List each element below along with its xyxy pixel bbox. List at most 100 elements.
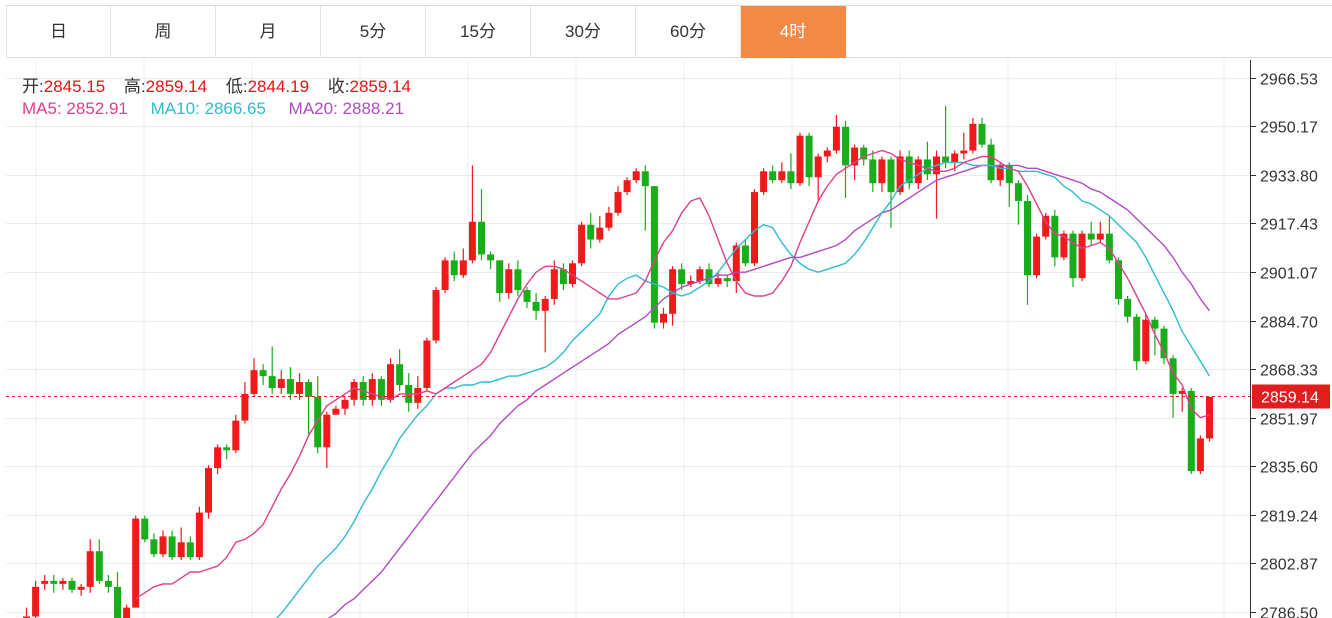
y-tick-label: 2966.53 [1260, 72, 1318, 89]
candle-down [1124, 298, 1132, 317]
candle-up [441, 260, 449, 291]
candle-up [951, 153, 959, 163]
tab-4hour[interactable]: 4时 [741, 6, 846, 58]
candle-down [377, 379, 385, 400]
candle-up [596, 227, 604, 240]
candle-down [104, 580, 112, 587]
last-price-label: 2859.14 [1261, 390, 1319, 407]
candle-up [32, 586, 40, 617]
candle-up [1033, 236, 1041, 276]
candle-up [195, 512, 203, 558]
candle-down [1051, 215, 1059, 258]
tab-30min[interactable]: 30分 [531, 6, 636, 58]
candle-up [550, 269, 558, 299]
candle-down [396, 364, 404, 386]
candle-up [687, 281, 695, 285]
candle-up [350, 382, 358, 400]
tab-month[interactable]: 月 [216, 6, 321, 58]
candle-down [314, 396, 322, 448]
candle-down [1169, 358, 1177, 394]
low-label: 低: [225, 77, 248, 96]
candle-up [760, 171, 768, 193]
candle-up [914, 159, 922, 184]
candle-down [842, 126, 849, 166]
candle-up [459, 260, 467, 276]
candle-down [186, 542, 194, 558]
high-label: 高: [123, 77, 146, 96]
tab-week[interactable]: 周 [111, 6, 216, 58]
candle-up [59, 580, 67, 584]
ohlc-readout: 开:2845.15 高:2859.14 低:2844.19 收:2859.14 [22, 72, 425, 97]
period-tabs: 日 周 月 5分 15分 30分 60分 4时 [6, 5, 1332, 58]
candle-up [578, 224, 586, 264]
candle-down [860, 147, 868, 160]
y-tick-label: 2851.97 [1260, 412, 1318, 429]
y-tick-label: 2802.87 [1260, 557, 1318, 574]
candle-up [368, 379, 376, 400]
candle-up [341, 399, 349, 409]
candle-down [305, 382, 313, 397]
candle-up [878, 159, 886, 184]
candle-down [95, 551, 103, 581]
candle-up [332, 408, 340, 415]
candle-down [141, 518, 149, 540]
tab-5min[interactable]: 5分 [321, 6, 426, 58]
candle-up [969, 123, 977, 151]
tab-60min[interactable]: 60分 [636, 6, 741, 58]
candle-up [423, 340, 431, 388]
candle-down [678, 269, 686, 285]
ma10-line [275, 161, 1211, 618]
candle-up [960, 150, 968, 154]
candle-down [1105, 233, 1113, 261]
candle-down [259, 370, 267, 377]
candle-down [532, 301, 540, 311]
candle-up [414, 387, 422, 403]
candle-down [223, 447, 231, 451]
low-value: 2844.19 [247, 77, 310, 96]
candle-up [660, 313, 667, 323]
ma10-value: 2866.65 [204, 99, 266, 118]
candle-down [496, 260, 504, 293]
high-value: 2859.14 [145, 77, 208, 96]
candle-up [468, 221, 476, 261]
candle-up [605, 212, 613, 228]
y-tick-label: 2868.33 [1260, 363, 1318, 380]
ma10-readout: MA10: 2866.65 [151, 99, 266, 118]
candle-down [641, 171, 649, 187]
ma20-value: 2888.21 [342, 99, 404, 118]
tab-day[interactable]: 日 [6, 6, 111, 58]
ma20-line [327, 164, 1211, 618]
candle-down [487, 254, 495, 261]
candle-up [996, 165, 1004, 181]
candle-up [823, 150, 831, 157]
candle-up [569, 263, 576, 285]
candle-up [41, 580, 49, 584]
candle-up [159, 536, 167, 555]
ma5-label: MA5: [22, 99, 62, 118]
candle-down [650, 186, 658, 323]
candle-down [1115, 260, 1122, 299]
candle-up [123, 607, 131, 618]
candle-down [741, 245, 749, 264]
candle-down [1069, 233, 1077, 279]
tab-15min[interactable]: 15分 [426, 6, 531, 58]
candle-down [905, 156, 913, 184]
candle-up [296, 382, 303, 394]
candle-up [86, 551, 94, 587]
candle-down [1151, 319, 1159, 329]
candle-up [832, 126, 840, 151]
candle-down [268, 376, 276, 388]
candle-up [1078, 233, 1086, 279]
candle-down [286, 379, 294, 394]
candle-up [714, 278, 722, 285]
candle-down [1024, 200, 1031, 276]
candle-up [214, 447, 222, 469]
candle-up [778, 171, 786, 181]
y-tick-label: 2835.60 [1260, 460, 1318, 477]
candle-down [1187, 390, 1195, 472]
candle-up [541, 298, 549, 311]
candle-up [851, 147, 859, 166]
candle-up [1042, 215, 1050, 237]
candle-up [1178, 390, 1186, 394]
